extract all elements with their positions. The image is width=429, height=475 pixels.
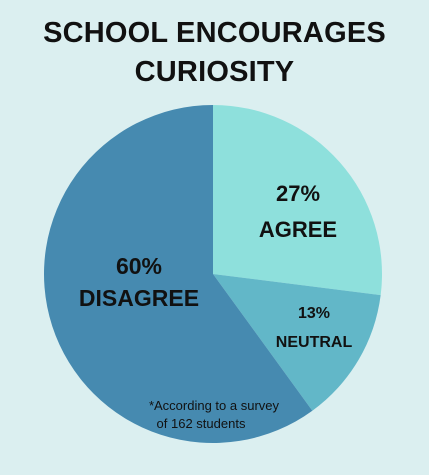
survey-note-line-1: *According to a survey	[149, 398, 280, 413]
pie-slice-disagree	[43, 105, 313, 443]
chart-title-line-2: CURIOSITY	[134, 56, 295, 88]
slice-label-disagree: DISAGREE	[79, 285, 199, 311]
survey-note-line-2: of 162 students	[157, 416, 246, 431]
pie-slice-neutral	[213, 274, 381, 411]
pie-slices	[43, 105, 382, 443]
slice-percent-agree: 27%	[276, 181, 320, 206]
slice-percent-disagree: 60%	[116, 253, 162, 279]
pie-slice-agree	[213, 105, 382, 296]
chart-title-line-1: SCHOOL ENCOURAGES	[43, 17, 386, 49]
chart-title: SCHOOL ENCOURAGES CURIOSITY	[0, 14, 429, 92]
slice-label-neutral: NEUTRAL	[276, 334, 353, 351]
slice-percent-neutral: 13%	[298, 305, 330, 322]
slice-label-agree: AGREE	[259, 217, 337, 242]
